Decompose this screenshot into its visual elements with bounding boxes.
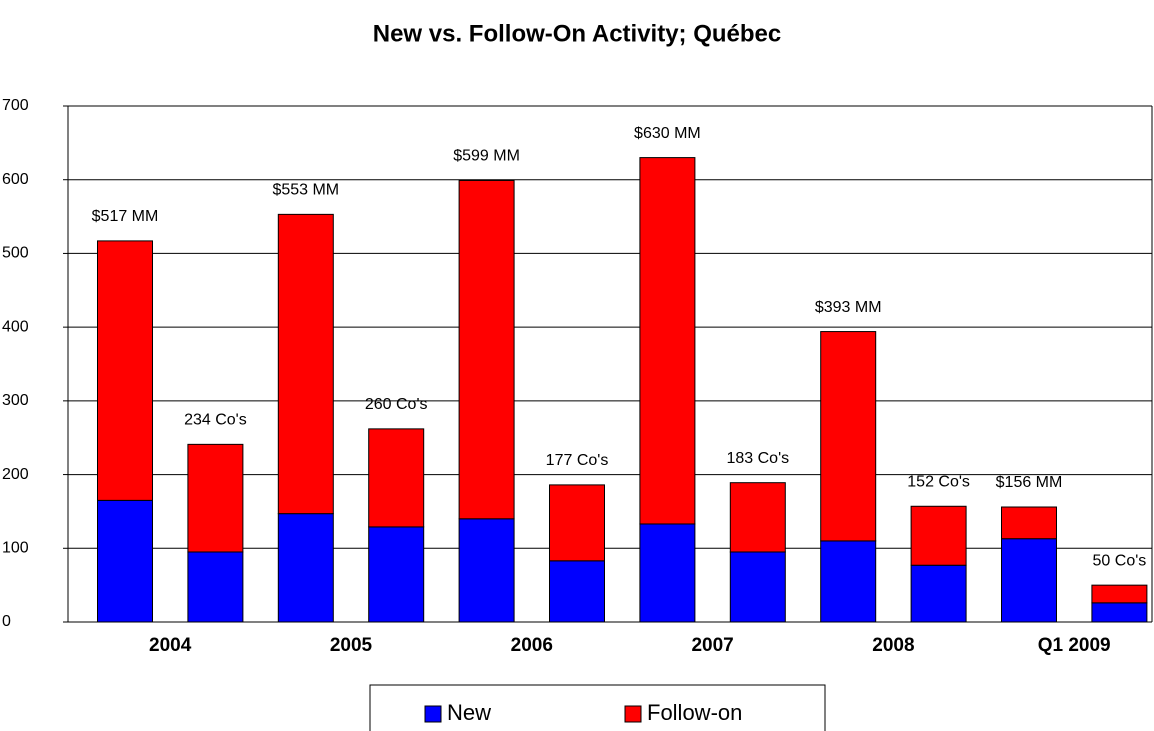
y-tick-label: 600 (2, 171, 29, 188)
y-tick-label: 400 (2, 318, 29, 335)
bar-segment (1091, 584, 1148, 604)
bar-segment (187, 551, 244, 623)
bar-label: 152 Co's (907, 473, 970, 490)
y-tick-label: 200 (2, 466, 29, 483)
bar-label: 50 Co's (1093, 552, 1147, 569)
bar-segment (368, 428, 425, 528)
bar-segment (97, 240, 153, 501)
bar-label: $553 MM (272, 182, 339, 199)
x-tick-label: 2007 (691, 635, 733, 656)
x-tick-label: 2006 (511, 635, 553, 656)
bar-segment (729, 482, 786, 553)
bar-segment (549, 560, 605, 623)
bar-segment (1001, 538, 1057, 623)
bar-label: 260 Co's (365, 396, 428, 413)
bar-segment (458, 179, 515, 520)
legend-swatch (424, 705, 442, 723)
bar-segment (639, 157, 696, 525)
bar-segment (277, 513, 334, 623)
y-tick-label: 100 (2, 540, 29, 557)
bar-label: $630 MM (634, 125, 701, 142)
bar-segment (1091, 602, 1148, 623)
bar-segment (368, 526, 425, 623)
bar-label: $599 MM (453, 148, 520, 165)
legend-label: New (447, 700, 491, 725)
y-tick-label: 700 (2, 97, 29, 114)
y-tick-label: 0 (2, 613, 11, 630)
bar-segment (820, 331, 877, 542)
bar-segment (549, 484, 605, 562)
bar-segment (820, 540, 877, 623)
legend-label: Follow-on (647, 700, 742, 725)
legend-swatch (624, 705, 642, 723)
x-tick-label: Q1 2009 (1038, 635, 1111, 656)
bar-segment (910, 564, 967, 623)
bar-label: $517 MM (92, 208, 159, 225)
bar-segment (187, 443, 244, 553)
bar-label: 177 Co's (546, 452, 609, 469)
bar-label: $156 MM (996, 474, 1063, 491)
bar-segment (729, 551, 786, 623)
bar-segment (910, 505, 967, 566)
y-tick-label: 500 (2, 245, 29, 262)
x-tick-label: 2005 (330, 635, 373, 656)
bar-label: 183 Co's (726, 450, 789, 467)
bar-segment (458, 518, 515, 623)
bar-segment (1001, 506, 1057, 540)
bar-segment (639, 523, 696, 623)
bar-segment (277, 213, 334, 515)
x-tick-label: 2004 (149, 635, 192, 656)
chart-title: New vs. Follow-On Activity; Québec (373, 20, 782, 47)
y-tick-label: 300 (2, 392, 29, 409)
bar-segment (97, 499, 153, 623)
bar-label: 234 Co's (184, 412, 247, 429)
x-tick-label: 2008 (872, 635, 914, 656)
legend-box (369, 684, 826, 731)
bar-label: $393 MM (815, 299, 882, 316)
